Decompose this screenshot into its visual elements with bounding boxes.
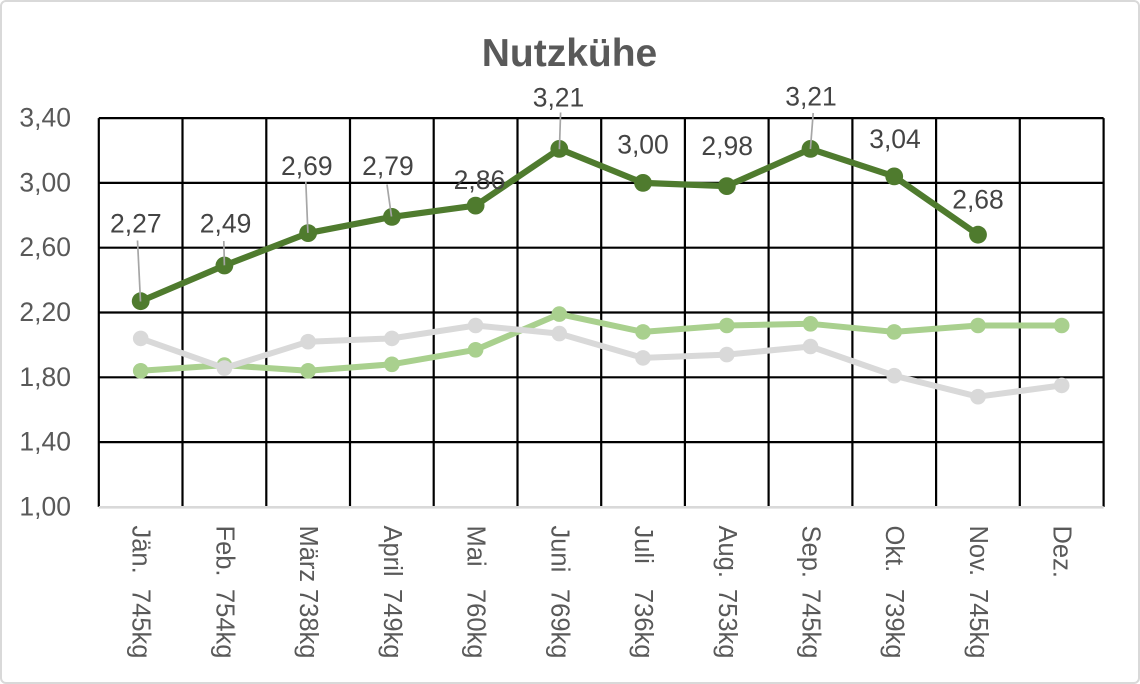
svg-text:Sep.: Sep. xyxy=(797,526,825,578)
svg-text:März: März xyxy=(294,526,322,583)
svg-text:2,60: 2,60 xyxy=(19,232,71,262)
svg-text:Okt.: Okt. xyxy=(880,526,908,573)
svg-text:1,80: 1,80 xyxy=(19,362,71,392)
svg-text:1,00: 1,00 xyxy=(19,491,71,521)
svg-text:2,79: 2,79 xyxy=(362,151,414,181)
svg-text:736kg: 736kg xyxy=(629,589,657,658)
svg-text:2,49: 2,49 xyxy=(200,209,252,239)
svg-text:753kg: 753kg xyxy=(713,589,741,658)
svg-text:3,04: 3,04 xyxy=(869,124,921,154)
svg-text:1,40: 1,40 xyxy=(19,427,71,457)
svg-text:745kg: 745kg xyxy=(964,589,992,658)
svg-text:738kg: 738kg xyxy=(294,589,322,658)
svg-text:3,21: 3,21 xyxy=(533,83,585,113)
svg-text:749kg: 749kg xyxy=(378,589,406,658)
svg-text:Nov.: Nov. xyxy=(964,526,992,577)
svg-text:Juni: Juni xyxy=(545,526,573,573)
svg-text:Aug.: Aug. xyxy=(713,526,741,578)
svg-text:745kg: 745kg xyxy=(127,589,155,658)
svg-text:2,27: 2,27 xyxy=(110,209,162,239)
svg-text:2,69: 2,69 xyxy=(281,151,333,181)
svg-text:2,98: 2,98 xyxy=(701,131,753,161)
svg-text:739kg: 739kg xyxy=(880,589,908,658)
svg-text:Feb.: Feb. xyxy=(210,526,238,577)
svg-text:Mai: Mai xyxy=(462,526,490,567)
svg-text:Juli: Juli xyxy=(629,526,657,564)
svg-text:3,00: 3,00 xyxy=(19,167,71,197)
svg-text:754kg: 754kg xyxy=(210,589,238,658)
svg-text:3,21: 3,21 xyxy=(785,82,837,112)
svg-text:3,40: 3,40 xyxy=(19,103,71,133)
svg-text:2,86: 2,86 xyxy=(454,165,506,195)
svg-text:Jän.: Jän. xyxy=(127,526,155,574)
svg-text:769kg: 769kg xyxy=(545,589,573,658)
svg-text:2,68: 2,68 xyxy=(952,185,1004,215)
svg-text:Nutzkühe: Nutzkühe xyxy=(482,32,658,75)
svg-text:3,00: 3,00 xyxy=(617,130,669,160)
svg-text:Dez.: Dez. xyxy=(1048,526,1076,578)
svg-text:745kg: 745kg xyxy=(797,589,825,658)
svg-text:April: April xyxy=(378,526,406,577)
svg-text:2,20: 2,20 xyxy=(19,297,71,327)
svg-text:760kg: 760kg xyxy=(462,589,490,658)
